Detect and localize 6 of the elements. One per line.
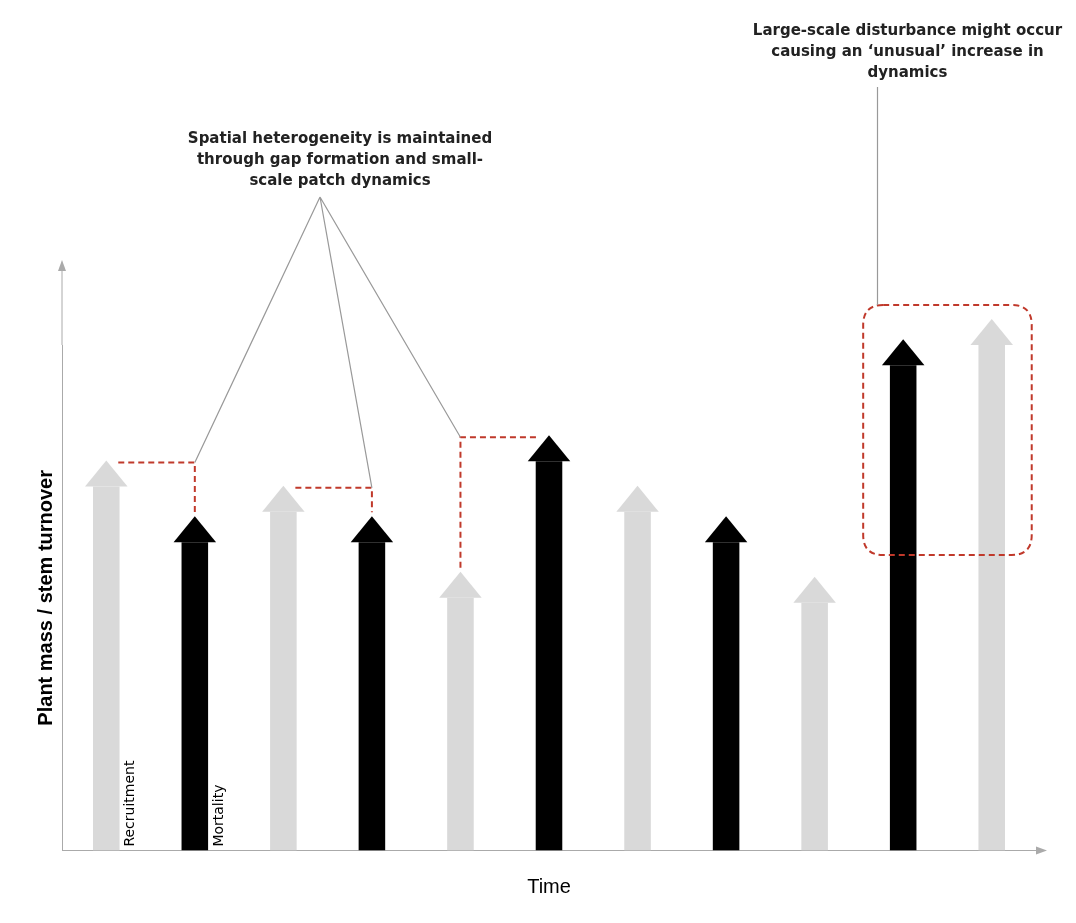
- x-axis-title: Time: [527, 874, 571, 897]
- text: Large-scale disturbance might occur causing an ‘unusual’ increase in dynamics: [751, 20, 1064, 83]
- y-axis-title: Plant mass / stem turnover: [33, 469, 56, 726]
- text: Spatial heterogeneity is maintained through gap formation and small-scale patch dynamics: [186, 128, 494, 191]
- annotation: Recruitment: [121, 760, 138, 847]
- annotation: Mortality: [209, 784, 226, 847]
